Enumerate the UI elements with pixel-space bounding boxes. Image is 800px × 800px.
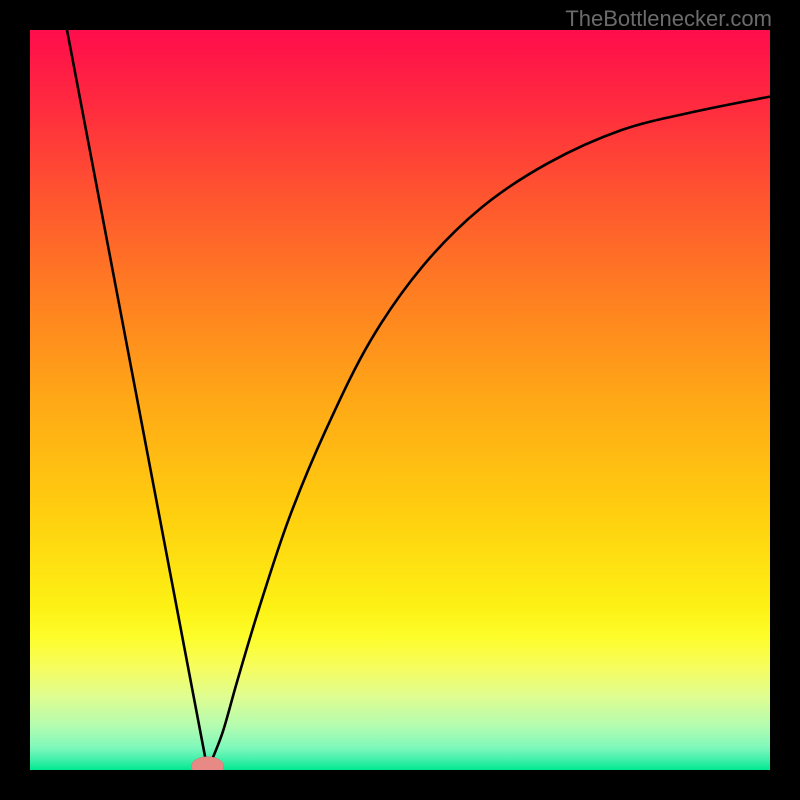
plot-area xyxy=(30,30,770,770)
plot-svg xyxy=(30,30,770,770)
gradient-background xyxy=(30,30,770,770)
chart-root: TheBottlenecker.com xyxy=(0,0,800,800)
watermark-text: TheBottlenecker.com xyxy=(565,6,772,32)
